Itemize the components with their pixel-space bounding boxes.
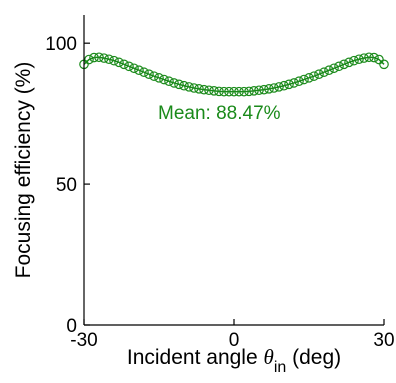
mean-annotation: Mean: 88.47% [158,103,281,124]
data-point [174,79,184,90]
y-axis-label: Focusing efficiency (%) [12,62,35,279]
data-point [144,69,154,79]
x-axis-label-prefix: Incident angle [127,346,264,369]
data-point [304,73,314,83]
data-point [204,85,214,96]
y-tick-label: 100 [45,34,77,55]
data-point [289,78,299,88]
data-point [329,63,339,74]
data-point [134,65,144,76]
data-point [234,86,244,97]
series-line [83,56,385,93]
x-axis-label-suffix: (deg) [286,346,341,369]
x-axis-label: Incident angle θin (deg) [127,345,341,376]
data-point [344,57,354,68]
data-point [284,79,294,90]
data-point [109,55,119,66]
data-point [124,61,134,72]
data-point [324,65,334,76]
data-point [274,82,284,92]
data-point [374,54,384,65]
data-point [364,52,374,63]
data-point [104,54,114,65]
data-point [179,80,189,91]
data-point [89,52,99,63]
data-point [359,53,369,63]
data-point [99,53,109,63]
x-axis-label-subscript: in [274,359,286,376]
x-axis-label-symbol: θ [263,345,273,369]
data-point [149,71,159,81]
data-point [164,76,174,87]
data-point [209,86,219,96]
y-tick-label: 0 [66,316,77,337]
data-point [199,84,209,95]
data-point [219,86,229,97]
data-point [369,52,379,63]
data-point [319,67,329,78]
data-point [254,85,264,96]
data-point [334,61,344,72]
data-point [129,63,139,74]
data-point [229,86,239,97]
data-point [184,82,194,92]
data-point [259,84,269,95]
data-point [339,59,349,70]
x-tick-label: 30 [373,330,394,351]
data-point [159,74,169,85]
data-point [379,59,389,70]
data-point [249,86,259,96]
data-point [119,59,129,70]
data-point [349,55,359,66]
data-point [294,76,304,87]
data-point [224,86,234,97]
data-point [269,83,279,93]
data-point [214,86,224,97]
data-point [239,86,249,97]
y-tick-label: 50 [56,175,77,196]
data-point [264,84,274,94]
data-point [314,69,324,79]
data-point [94,52,104,63]
x-tick-label: -30 [70,330,97,351]
plot-area [79,52,389,97]
data-point [299,74,309,85]
x-tick-label: 0 [229,330,240,351]
data-point [189,83,199,93]
data-point [114,57,124,68]
data-point [154,73,164,83]
data-point [194,84,204,94]
data-point [279,80,289,91]
data-point [139,67,149,78]
data-point [169,78,179,88]
data-point [244,86,254,97]
data-point [354,54,364,65]
data-point [309,71,319,81]
data-point [84,54,94,65]
